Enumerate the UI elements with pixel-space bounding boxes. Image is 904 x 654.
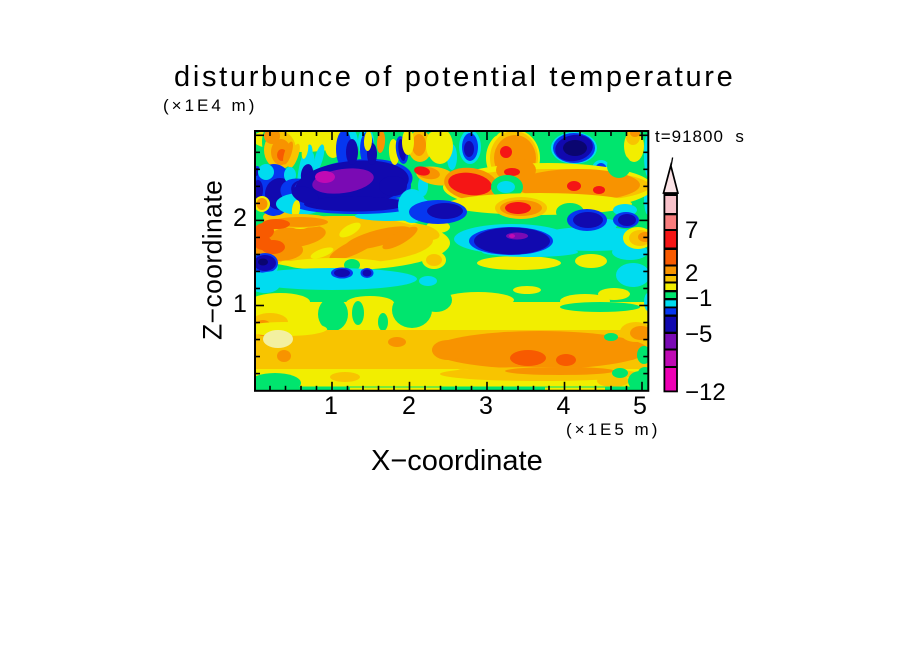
svg-text:t=91800 s: t=91800 s: [655, 127, 745, 146]
svg-text:5: 5: [633, 392, 647, 420]
svg-text:(×1E5 m): (×1E5 m): [566, 420, 660, 439]
svg-text:Z−coordinate: Z−coordinate: [198, 180, 228, 340]
svg-text:1: 1: [233, 290, 247, 318]
svg-text:−5: −5: [685, 321, 712, 348]
svg-text:4: 4: [557, 392, 571, 420]
svg-text:−12: −12: [685, 379, 726, 406]
svg-text:X−coordinate: X−coordinate: [371, 445, 543, 477]
svg-text:disturbunce of potential tempe: disturbunce of potential temperature: [174, 61, 735, 93]
svg-text:2: 2: [402, 392, 416, 420]
svg-text:−1: −1: [685, 285, 712, 312]
svg-text:2: 2: [685, 260, 698, 287]
svg-text:7: 7: [685, 217, 698, 244]
svg-text:(×1E4 m): (×1E4 m): [163, 96, 257, 115]
svg-text:2: 2: [233, 204, 247, 232]
svg-text:3: 3: [479, 392, 493, 420]
svg-text:1: 1: [324, 392, 338, 420]
